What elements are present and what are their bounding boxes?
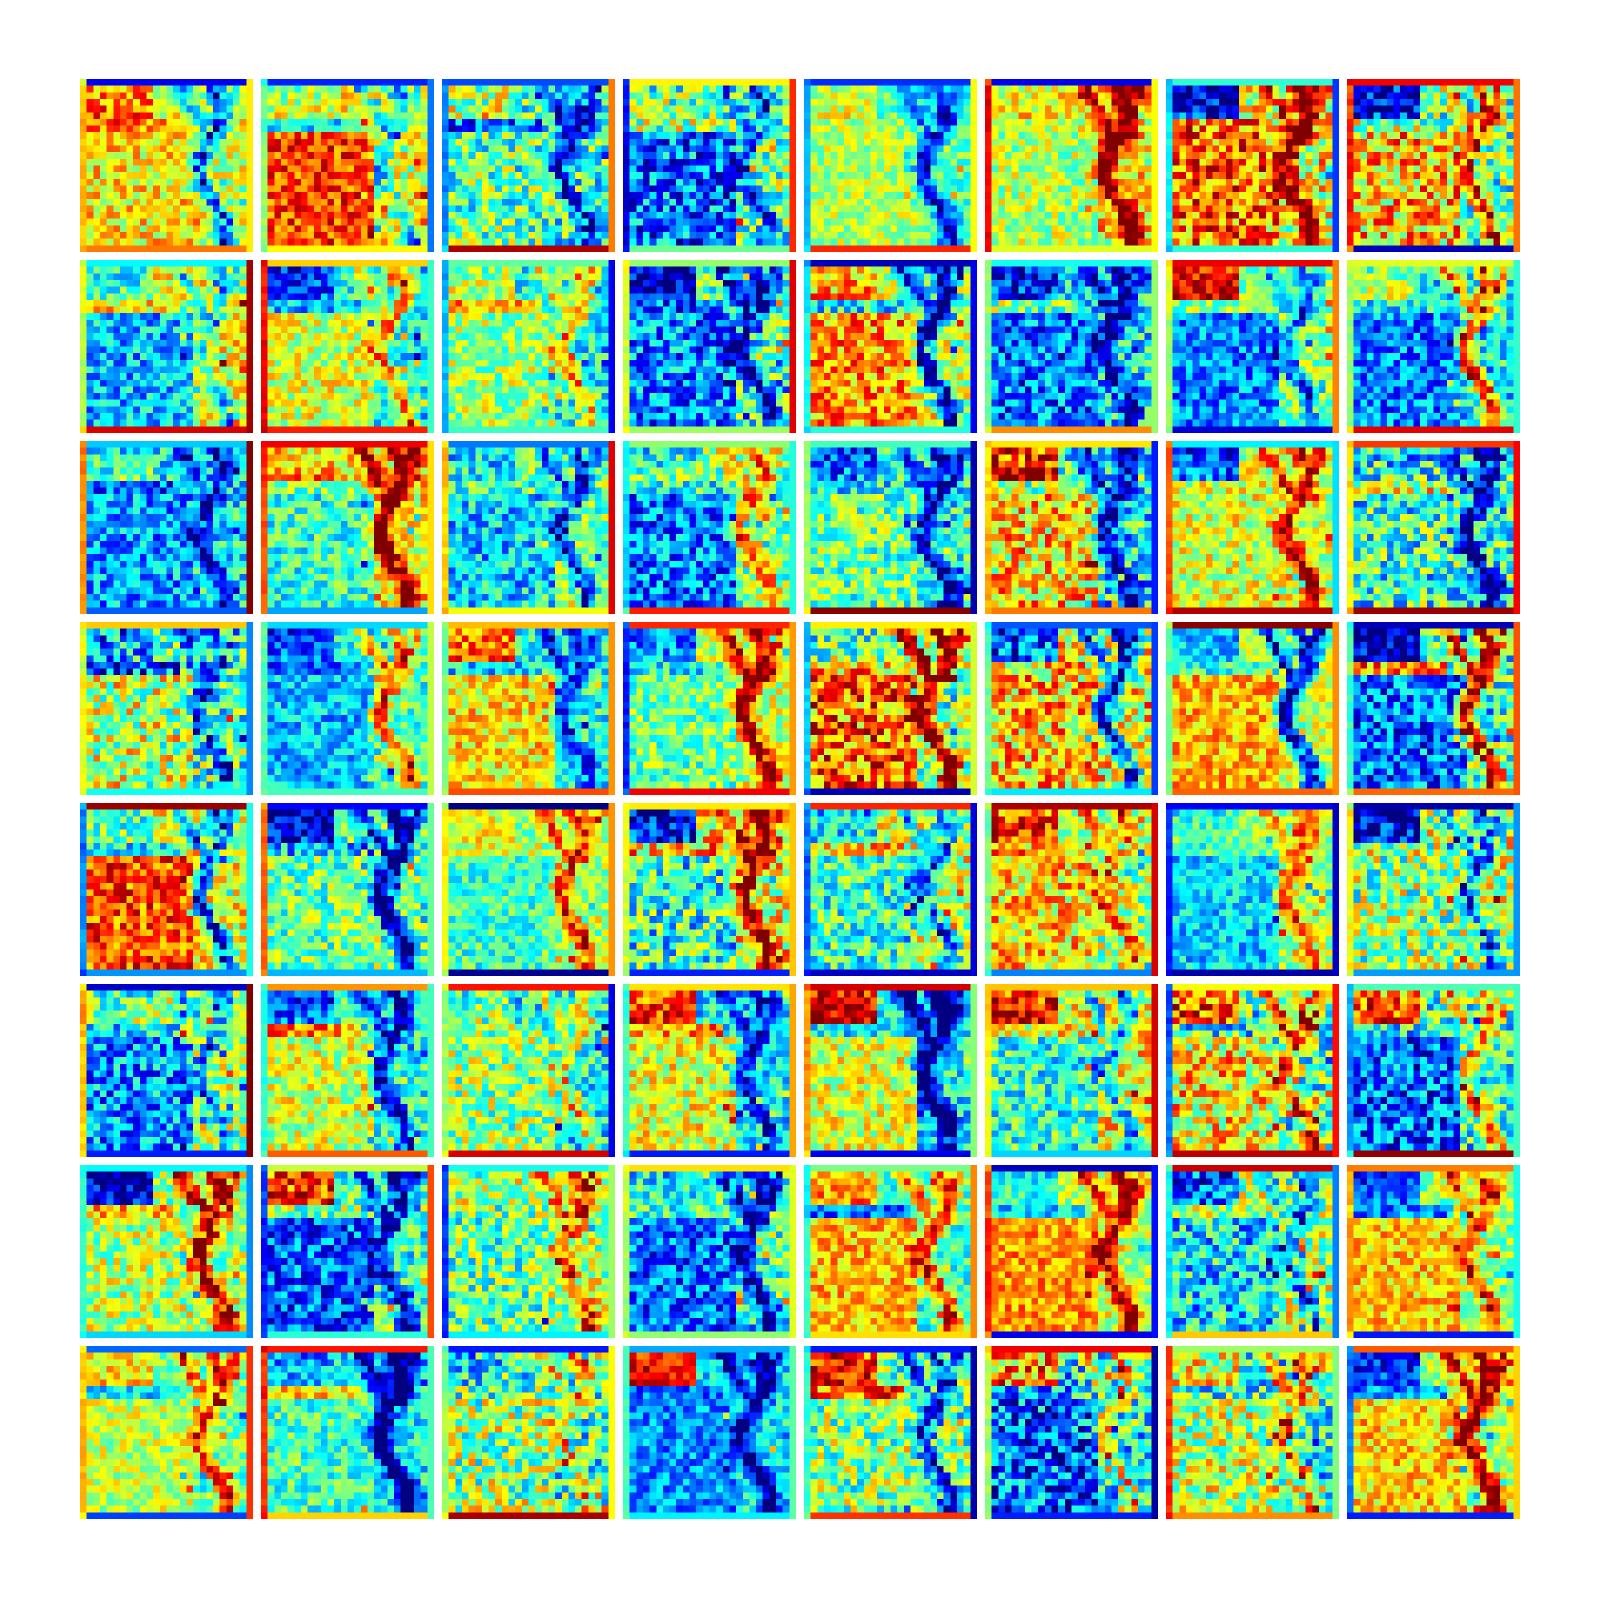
feature-map-tile-2-3 (442, 260, 615, 433)
feature-map-tile-8-5 (804, 1346, 977, 1519)
feature-map-tile-3-2 (261, 441, 434, 614)
feature-map-tile-7-4 (623, 1165, 796, 1338)
feature-map-tile-6-6 (985, 984, 1158, 1157)
feature-map-tile-6-2 (261, 984, 434, 1157)
feature-map-tile-3-3 (442, 441, 615, 614)
feature-map-tile-2-7 (1166, 260, 1339, 433)
feature-map-tile-4-8 (1347, 622, 1520, 795)
feature-map-tile-8-2 (261, 1346, 434, 1519)
feature-map-tile-4-5 (804, 622, 977, 795)
feature-map-tile-5-1 (80, 803, 253, 976)
feature-map-tile-2-8 (1347, 260, 1520, 433)
feature-map-tile-2-4 (623, 260, 796, 433)
feature-map-tile-2-2 (261, 260, 434, 433)
feature-map-tile-5-8 (1347, 803, 1520, 976)
feature-map-tile-7-6 (985, 1165, 1158, 1338)
feature-map-tile-3-1 (80, 441, 253, 614)
feature-map-tile-8-7 (1166, 1346, 1339, 1519)
feature-map-tile-3-7 (1166, 441, 1339, 614)
feature-map-tile-3-5 (804, 441, 977, 614)
feature-map-tile-7-3 (442, 1165, 615, 1338)
feature-map-tile-5-4 (623, 803, 796, 976)
feature-map-tile-8-4 (623, 1346, 796, 1519)
feature-map-tile-7-8 (1347, 1165, 1520, 1338)
feature-map-tile-6-5 (804, 984, 977, 1157)
feature-map-tile-7-7 (1166, 1165, 1339, 1338)
feature-map-tile-1-1 (80, 79, 253, 252)
feature-map-tile-6-8 (1347, 984, 1520, 1157)
feature-map-tile-6-3 (442, 984, 615, 1157)
feature-map-tile-3-8 (1347, 441, 1520, 614)
feature-map-tile-3-4 (623, 441, 796, 614)
feature-map-grid (80, 79, 1530, 1529)
feature-map-tile-5-5 (804, 803, 977, 976)
feature-map-tile-4-3 (442, 622, 615, 795)
feature-map-tile-4-4 (623, 622, 796, 795)
feature-map-tile-8-3 (442, 1346, 615, 1519)
feature-map-tile-1-8 (1347, 79, 1520, 252)
feature-map-tile-4-7 (1166, 622, 1339, 795)
feature-map-tile-5-2 (261, 803, 434, 976)
feature-map-tile-6-7 (1166, 984, 1339, 1157)
feature-map-tile-5-7 (1166, 803, 1339, 976)
feature-map-tile-7-2 (261, 1165, 434, 1338)
feature-map-tile-7-1 (80, 1165, 253, 1338)
feature-map-tile-4-6 (985, 622, 1158, 795)
feature-map-tile-1-6 (985, 79, 1158, 252)
feature-map-tile-7-5 (804, 1165, 977, 1338)
feature-map-tile-3-6 (985, 441, 1158, 614)
feature-map-tile-1-4 (623, 79, 796, 252)
feature-map-tile-4-2 (261, 622, 434, 795)
feature-map-tile-6-1 (80, 984, 253, 1157)
feature-map-tile-5-3 (442, 803, 615, 976)
feature-map-tile-5-6 (985, 803, 1158, 976)
feature-map-tile-1-3 (442, 79, 615, 252)
feature-map-tile-1-5 (804, 79, 977, 252)
feature-map-tile-2-6 (985, 260, 1158, 433)
feature-map-tile-8-8 (1347, 1346, 1520, 1519)
feature-map-tile-1-2 (261, 79, 434, 252)
feature-map-tile-2-5 (804, 260, 977, 433)
feature-map-tile-1-7 (1166, 79, 1339, 252)
feature-map-tile-6-4 (623, 984, 796, 1157)
feature-map-tile-2-1 (80, 260, 253, 433)
feature-map-tile-4-1 (80, 622, 253, 795)
feature-map-tile-8-1 (80, 1346, 253, 1519)
feature-map-tile-8-6 (985, 1346, 1158, 1519)
